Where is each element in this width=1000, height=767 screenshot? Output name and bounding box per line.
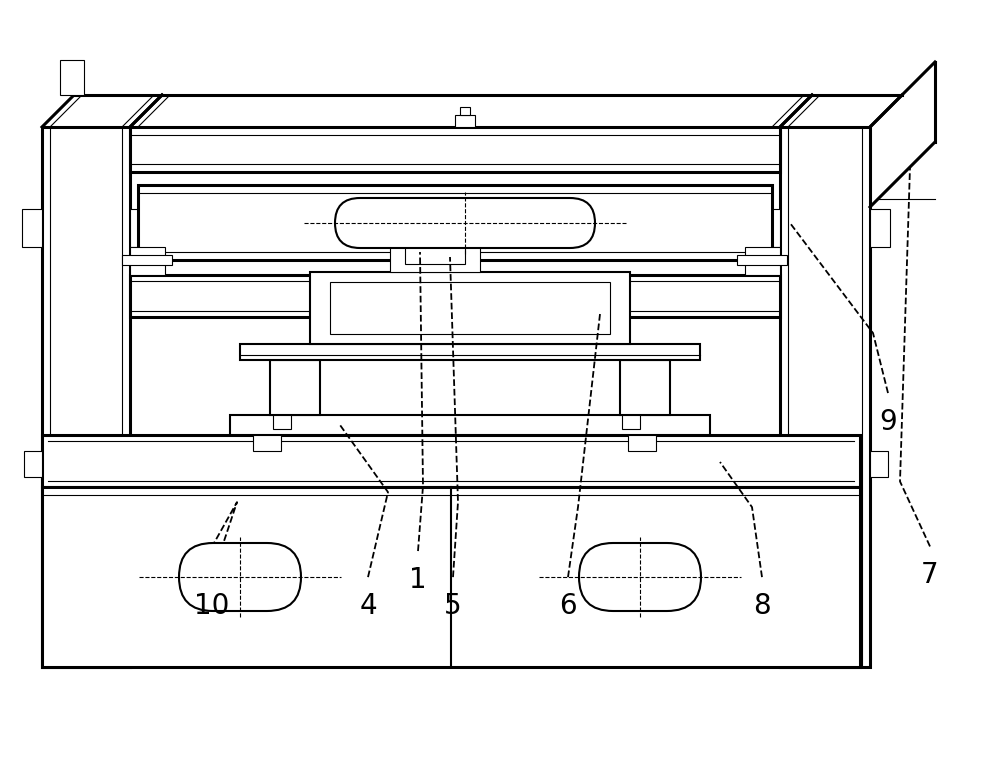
Bar (620, 360, 670, 415)
Bar (240, 344, 700, 360)
Bar (405, 240, 465, 264)
Bar (122, 255, 172, 265)
Bar (760, 209, 780, 247)
Bar (628, 435, 656, 451)
Text: 4: 4 (359, 592, 377, 621)
Bar (253, 435, 281, 451)
Bar (60, 60, 84, 95)
Text: 6: 6 (559, 592, 577, 621)
Bar (460, 107, 470, 115)
Bar (273, 415, 291, 429)
Text: 7: 7 (921, 561, 939, 590)
Bar (230, 415, 710, 435)
FancyBboxPatch shape (179, 543, 301, 611)
Bar (737, 255, 787, 265)
Bar (138, 185, 772, 260)
Text: 10: 10 (194, 592, 230, 621)
Bar (42, 127, 130, 667)
Bar (130, 209, 150, 247)
Bar (130, 247, 165, 275)
Text: 5: 5 (444, 592, 462, 621)
Bar (870, 209, 890, 247)
Bar (130, 127, 780, 172)
Text: 1: 1 (409, 566, 427, 594)
FancyBboxPatch shape (335, 198, 595, 248)
Bar (390, 232, 480, 272)
Bar (745, 247, 780, 275)
Bar (780, 127, 870, 667)
Bar (330, 282, 610, 334)
Bar (270, 360, 320, 415)
Bar (870, 451, 888, 477)
Bar (24, 451, 42, 477)
FancyBboxPatch shape (579, 543, 701, 611)
Bar (622, 415, 640, 429)
Bar (22, 209, 42, 247)
Bar (42, 435, 860, 487)
Text: 8: 8 (753, 592, 771, 621)
Bar (42, 487, 860, 667)
Bar (455, 115, 475, 127)
Bar (130, 275, 780, 317)
Bar (310, 272, 630, 344)
Text: 9: 9 (879, 408, 897, 436)
